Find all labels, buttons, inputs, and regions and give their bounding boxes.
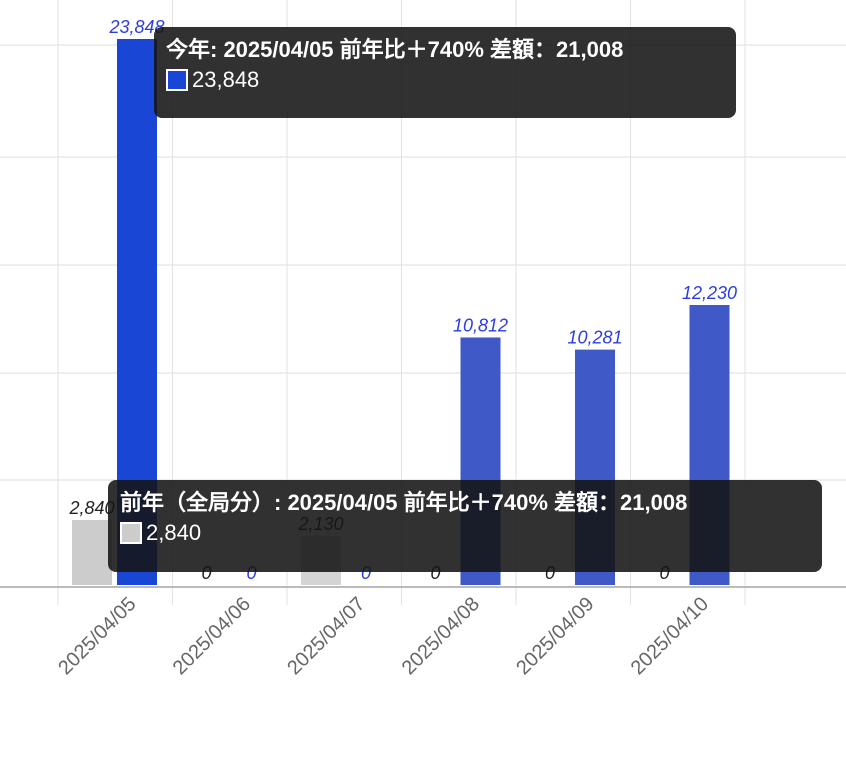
- x-tick-label-3: 2025/04/08: [398, 593, 484, 679]
- tooltip-previous-title: 前年（全局分）: 2025/04/05 前年比＋740% 差額：21,008: [120, 490, 688, 515]
- data-label-previous-4: 0: [545, 563, 555, 583]
- data-label-current-5: 12,230: [682, 283, 737, 303]
- data-label-previous-1: 0: [201, 563, 211, 583]
- x-axis: 2025/04/05 2025/04/06 2025/04/07 2025/04/08…: [0, 586, 846, 679]
- data-label-current-0: 23,848: [108, 17, 164, 37]
- data-label-previous-3: 0: [430, 563, 440, 583]
- data-label-current-1: 0: [246, 563, 256, 583]
- x-tick-label-2: 2025/04/07: [283, 593, 369, 679]
- x-tick-label-1: 2025/04/06: [169, 593, 255, 679]
- tooltip-current-year: 今年: 2025/04/05 前年比＋740% 差額：21,008 23,848: [154, 27, 736, 118]
- data-label-previous-0: 2,840: [68, 498, 114, 518]
- tooltip-current-value: 23,848: [192, 67, 260, 92]
- data-label-current-3: 10,812: [453, 315, 508, 335]
- data-label-previous-5: 0: [659, 563, 669, 583]
- tooltip-current-swatch: [166, 69, 188, 91]
- tooltip-previous-year: 前年（全局分）: 2025/04/05 前年比＋740% 差額：21,008 2…: [108, 480, 822, 572]
- x-tick-label-4: 2025/04/09: [512, 593, 598, 679]
- x-tick-label-5: 2025/04/10: [627, 593, 713, 679]
- bar-previous-0: [72, 519, 112, 585]
- data-label-current-2: 0: [361, 563, 371, 583]
- tooltip-previous-value: 2,840: [146, 520, 202, 545]
- data-label-current-4: 10,281: [567, 328, 622, 348]
- tooltip-current-title: 今年: 2025/04/05 前年比＋740% 差額：21,008: [166, 37, 624, 62]
- tooltip-previous-swatch: [120, 522, 142, 544]
- x-tick-label-0: 2025/04/05: [54, 593, 140, 679]
